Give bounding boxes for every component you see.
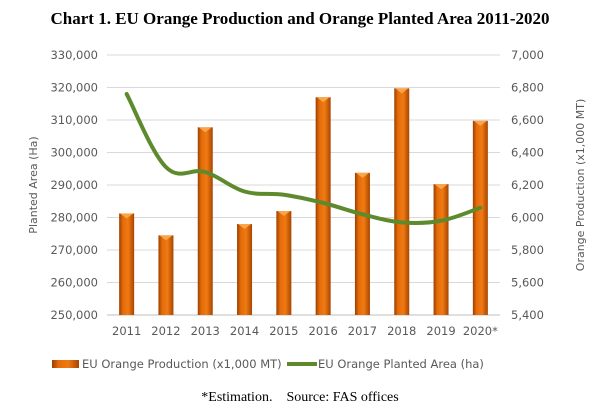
bar-cap: [355, 172, 369, 178]
x-tick-label: 2017: [348, 324, 377, 338]
bar-cap: [238, 224, 252, 229]
right-tick-label: 6,600: [511, 113, 544, 127]
bar: [158, 235, 174, 315]
planted-area-line: [124, 92, 483, 226]
left-tick-label: 300,000: [50, 146, 98, 160]
x-tick-label: 2020*: [463, 324, 498, 338]
legend-swatch-production: [52, 360, 79, 368]
x-tick-label: 2013: [191, 324, 220, 338]
bar: [315, 97, 331, 315]
right-tick-label: 6,400: [511, 146, 544, 160]
x-tick-label: 2019: [426, 324, 455, 338]
x-tick-label: 2014: [230, 324, 259, 338]
bar-cap: [120, 213, 134, 219]
bar: [472, 120, 488, 315]
left-tick-label: 280,000: [50, 211, 98, 225]
left-tick-label: 320,000: [50, 81, 98, 95]
left-tick-label: 250,000: [50, 308, 98, 322]
right-tick-label: 6,200: [511, 178, 544, 192]
bar: [433, 184, 449, 315]
x-tick-label: 2012: [151, 324, 180, 338]
right-tick-label: 5,800: [511, 243, 544, 257]
bar: [119, 213, 135, 315]
bar: [354, 172, 370, 315]
bar: [276, 211, 292, 315]
bar: [237, 224, 253, 315]
right-tick-label: 7,000: [511, 48, 544, 62]
right-tick-label: 5,400: [511, 308, 544, 322]
bar-cap: [434, 184, 448, 190]
left-axis-label: Planted Area (Ha): [27, 136, 40, 233]
bar: [197, 127, 213, 315]
left-tick-label: 270,000: [50, 243, 98, 257]
footnote: *Estimation. Source: FAS offices: [201, 390, 399, 405]
bar-cap: [395, 88, 409, 94]
right-tick-label: 6,000: [511, 211, 544, 225]
legend: EU Orange Production (x1,000 MT) EU Oran…: [52, 357, 484, 371]
bar: [394, 88, 410, 315]
x-axis: 2011 2012 2013 2014 2015 2016 2017 2018 2019 2020…: [112, 324, 498, 338]
left-tick-label: 260,000: [50, 276, 98, 290]
left-tick-label: 310,000: [50, 113, 98, 127]
legend-label-production: EU Orange Production (x1,000 MT): [82, 357, 282, 371]
x-tick-label: 2015: [269, 324, 298, 338]
production-bars: [119, 88, 488, 315]
bar-cap: [159, 235, 173, 241]
x-tick-label: 2018: [387, 324, 416, 338]
bar-cap: [473, 120, 487, 126]
right-tick-label: 5,600: [511, 276, 544, 290]
right-axis-label: Orange Production (x1,000 MT): [574, 99, 587, 271]
planted-area-line-path: [124, 92, 483, 226]
right-tick-label: 6,800: [511, 81, 544, 95]
bar-cap: [277, 211, 291, 216]
x-tick-label: 2011: [112, 324, 141, 338]
bar-cap: [316, 97, 330, 103]
chart-title: Chart 1. EU Orange Production and Orange…: [50, 9, 550, 28]
right-axis: 5,400 5,600 5,800 6,000 6,200 6,400 6,600 6,800…: [511, 48, 544, 322]
legend-label-planted-area: EU Orange Planted Area (ha): [318, 357, 484, 371]
x-tick-label: 2016: [309, 324, 338, 338]
left-axis: 250,000 260,000 270,000 280,000 290,000 300,0…: [50, 48, 98, 322]
left-tick-label: 330,000: [50, 48, 98, 62]
bar-cap: [198, 127, 212, 133]
left-tick-label: 290,000: [50, 178, 98, 192]
